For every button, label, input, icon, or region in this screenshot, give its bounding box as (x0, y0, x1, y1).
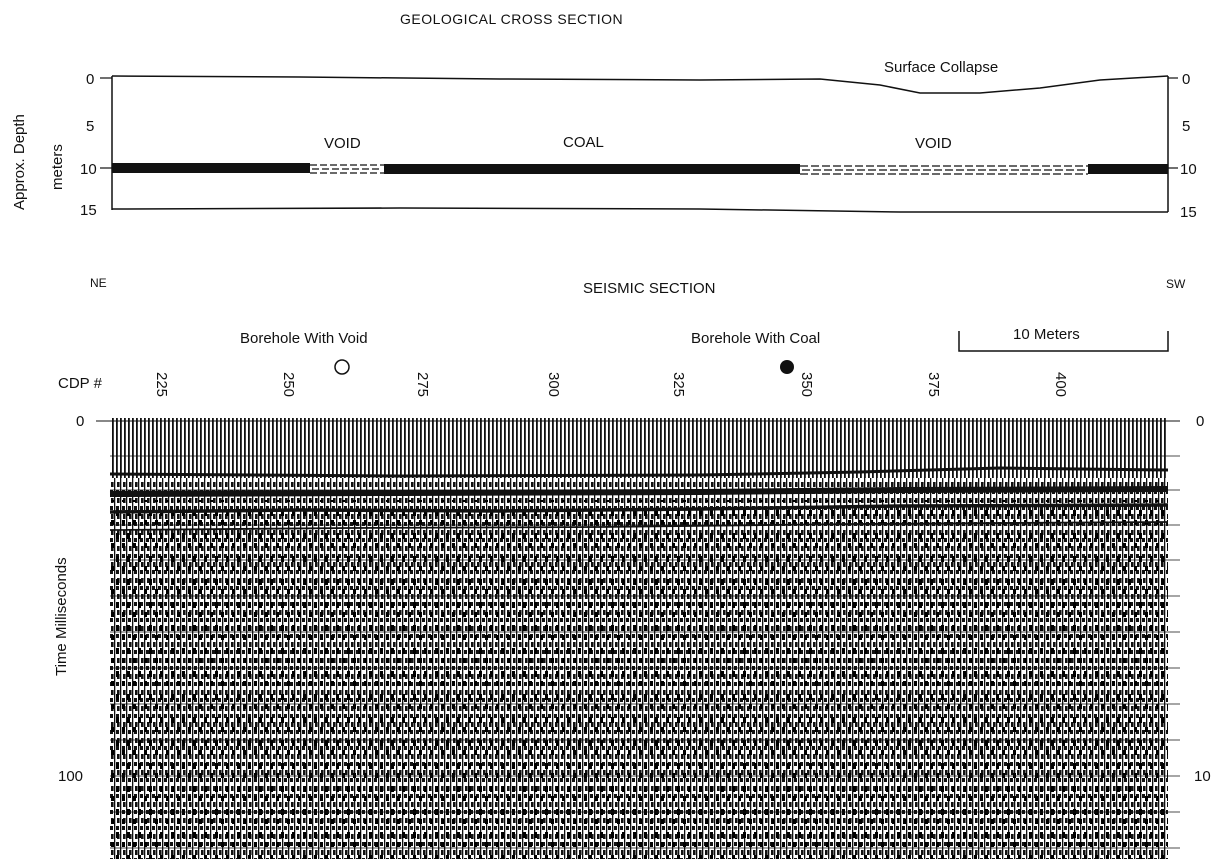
coal-seam-segment-2 (384, 164, 800, 174)
depth-tick-left-0: 0 (86, 71, 94, 88)
seismic-body-texture (110, 500, 1168, 859)
time-tick-right-10: 10 (1194, 768, 1211, 785)
depth-tick-left-5: 5 (86, 118, 94, 135)
time-grid-lines (110, 455, 1180, 849)
surface-collapse-label: Surface Collapse (884, 59, 998, 76)
borehole-void-label: Borehole With Void (240, 330, 368, 347)
depth-tick-right-15: 15 (1180, 204, 1197, 221)
geological-title: GEOLOGICAL CROSS SECTION (400, 11, 623, 27)
scale-bar-bracket (958, 331, 1169, 352)
cdp-tick-325: 325 (670, 372, 687, 397)
depth-ticks-right: 0 5 10 15 (1180, 71, 1197, 221)
orientation-right: SW (1166, 277, 1186, 291)
depth-axis-unit: meters (49, 144, 66, 190)
depth-axis-label: Approx. Depth (11, 114, 28, 210)
borehole-coal-label: Borehole With Coal (691, 330, 820, 347)
depth-ticks-left: 0 5 10 15 (80, 71, 97, 219)
depth-tick-right-5: 5 (1182, 118, 1190, 135)
void-label-1: VOID (324, 135, 361, 152)
borehole-coal-marker (780, 360, 794, 374)
cdp-tick-400: 400 (1052, 372, 1069, 397)
reflector-4 (109, 521, 1169, 531)
cdp-label: CDP # (58, 375, 103, 392)
scale-bar-label: 10 Meters (1013, 326, 1080, 343)
seismic-record (96, 418, 1180, 859)
frame-bottom-line (111, 207, 1168, 213)
cdp-tick-225: 225 (153, 372, 170, 397)
cdp-tick-300: 300 (545, 372, 562, 397)
borehole-void-marker (334, 359, 350, 375)
cdp-tick-250: 250 (280, 372, 297, 397)
coal-seam-segment-3 (1088, 164, 1168, 174)
cross-section-frame (100, 75, 1178, 213)
orientation-left: NE (90, 276, 107, 290)
time-tick-left-0: 0 (76, 413, 84, 430)
depth-tick-right-10: 10 (1180, 161, 1197, 178)
coal-label: COAL (563, 134, 604, 151)
depth-tick-right-0: 0 (1182, 71, 1190, 88)
coal-seam-segment-1 (112, 163, 310, 173)
void-outline-1 (310, 164, 384, 174)
time-ticks: 0 100 0 10 (58, 413, 1211, 785)
cdp-ticks: 225 250 275 300 325 350 375 400 (153, 372, 1069, 397)
cdp-tick-275: 275 (414, 372, 431, 397)
depth-tick-left-15: 15 (80, 202, 97, 219)
time-tick-left-100: 100 (58, 768, 83, 785)
reflector-3 (109, 503, 1169, 514)
void-outline-2 (800, 165, 1088, 175)
scale-bar: 10 Meters (958, 326, 1169, 352)
coal-seam (112, 163, 1168, 175)
cdp-tick-375: 375 (925, 372, 942, 397)
seismic-title: SEISMIC SECTION (583, 280, 716, 297)
ground-surface-line (111, 75, 1169, 94)
time-axis-label: Time Milliseconds (53, 557, 70, 676)
reflector-1 (109, 466, 1169, 478)
cdp-tick-350: 350 (798, 372, 815, 397)
depth-tick-left-10: 10 (80, 161, 97, 178)
void-label-2: VOID (915, 135, 952, 152)
time-tick-right-0: 0 (1196, 413, 1204, 430)
